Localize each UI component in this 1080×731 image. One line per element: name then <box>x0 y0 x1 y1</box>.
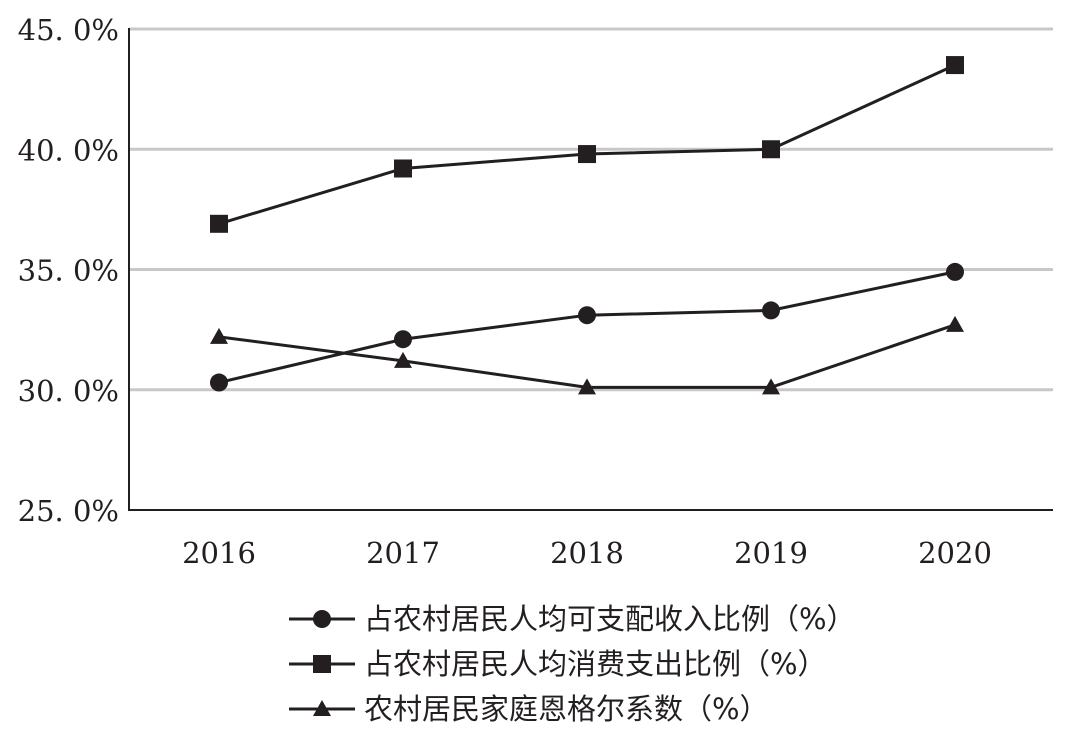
data-point-triangle-2016 <box>210 327 228 344</box>
legend-label-square: 占农村居民人均消费支出比例（%） <box>364 647 827 681</box>
data-point-square-2019 <box>762 140 780 159</box>
y-tick-label-35: 35. 0% <box>18 254 119 288</box>
data-point-square-2018 <box>578 145 596 164</box>
data-point-circle-2016 <box>210 373 228 392</box>
legend-marker-triangle <box>313 700 331 716</box>
data-point-triangle-2019 <box>762 378 780 395</box>
x-tick-label-2019: 2019 <box>734 536 808 570</box>
legend-marker-circle <box>313 610 331 628</box>
data-point-circle-2019 <box>762 301 780 320</box>
series-line-square <box>218 63 956 226</box>
data-point-triangle-2018 <box>578 378 596 395</box>
data-point-circle-2020 <box>946 262 964 281</box>
y-tick-label-40: 40. 0% <box>18 133 119 167</box>
y-tick-label-25: 25. 0% <box>18 494 119 528</box>
x-tick-label-2017: 2017 <box>366 536 440 570</box>
legend-label-circle: 占农村居民人均可支配收入比例（%） <box>364 602 856 636</box>
legend-marker-square <box>313 655 331 673</box>
y-tick-label-45: 45. 0% <box>18 13 119 47</box>
data-point-square-2016 <box>210 214 228 233</box>
data-point-square-2020 <box>946 56 964 75</box>
data-point-square-2017 <box>394 159 412 178</box>
x-tick-label-2018: 2018 <box>550 536 624 570</box>
x-tick-label-2020: 2020 <box>918 536 992 570</box>
data-point-circle-2017 <box>394 330 412 349</box>
data-point-circle-2018 <box>578 306 596 325</box>
y-tick-label-30: 30. 0% <box>18 374 119 408</box>
data-point-triangle-2017 <box>394 351 412 368</box>
x-tick-label-2016: 2016 <box>182 536 256 570</box>
legend-label-triangle: 农村居民家庭恩格尔系数（%） <box>364 692 769 726</box>
data-point-triangle-2020 <box>946 315 964 332</box>
series-line-circle <box>218 270 956 384</box>
